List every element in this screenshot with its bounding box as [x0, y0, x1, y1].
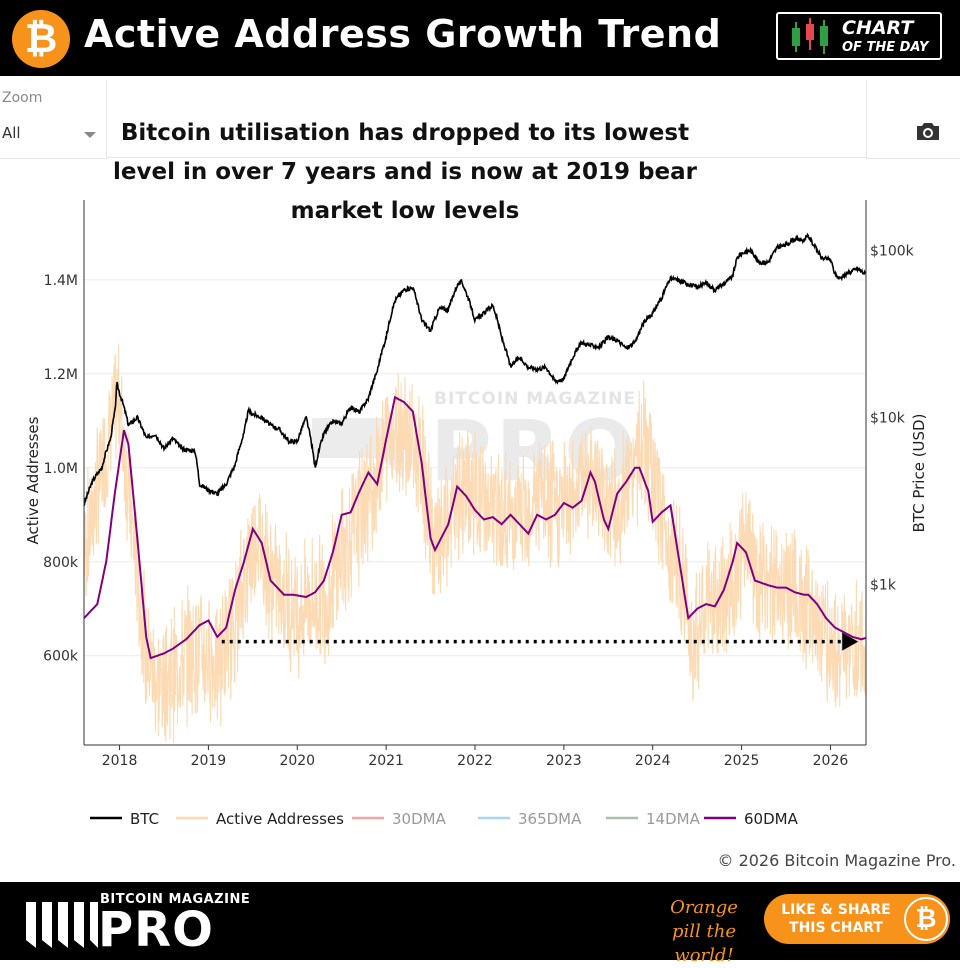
bitcoin-logo-icon: ₿: [12, 10, 70, 68]
chevron-down-icon: [84, 132, 96, 138]
y-tick-label: 1.0M: [44, 461, 78, 477]
screenshot-button[interactable]: [866, 80, 960, 159]
btc-line: [83, 232, 867, 507]
x-tick-label: 2025: [724, 753, 760, 769]
zoom-value: All: [2, 124, 21, 142]
cta-label: LIKE & SHARE THIS CHART: [781, 902, 891, 936]
footer-tagline: Orange pill the world!: [670, 897, 738, 966]
btc-series: [83, 232, 867, 507]
x-tick-label: 2022: [457, 753, 493, 769]
legend-item-label: 30DMA: [392, 810, 447, 828]
y2-tick-label: $10k: [870, 411, 906, 427]
toolbar-divider: [106, 157, 866, 158]
like-share-button[interactable]: LIKE & SHARE THIS CHART ₿: [764, 894, 950, 944]
x-tick-label: 2019: [191, 753, 227, 769]
y-tick-label: 600k: [43, 649, 79, 665]
reference-arrow-head: [842, 632, 859, 651]
x-tick-label: 2024: [635, 753, 671, 769]
x-tick-label: 2018: [102, 753, 138, 769]
legend-item-label: 60DMA: [744, 810, 799, 828]
legend-item-label: 365DMA: [518, 810, 582, 828]
dma60-line: [83, 395, 867, 660]
x-tick-label: 2021: [368, 753, 404, 769]
zoom-label: Zoom: [2, 90, 43, 106]
camera-icon: [917, 123, 939, 140]
y2-axis-title: BTC Price (USD): [910, 414, 928, 533]
legend-item-label: BTC: [130, 810, 159, 828]
copyright: © 2026 Bitcoin Magazine Pro.: [717, 851, 956, 870]
axes: 600k 800k 1.0M 1.2M 1.4M 2018 2019 2020 2021 2022…: [24, 200, 928, 769]
badge-line-1: CHART: [842, 17, 914, 39]
legend: BTC Active Addresses 30DMA 365DMA 14DMA 60DMA: [90, 810, 799, 828]
dma60-series: [83, 395, 867, 660]
zoom-select[interactable]: Zoom All: [0, 80, 107, 159]
y2-tick-label: $1k: [870, 578, 897, 594]
svg-text:BITCOIN MAGAZINE: BITCOIN MAGAZINE: [434, 389, 636, 409]
y-tick-label: 800k: [43, 555, 79, 571]
candlestick-icon: [792, 18, 828, 54]
chart-of-the-day-badge: CHART OF THE DAY: [776, 12, 942, 60]
y-axis-title: Active Addresses: [24, 416, 42, 544]
active-address-chart: BITCOIN MAGAZINE PRO 600k800k1.0M1.2M1.4…: [24, 200, 928, 828]
reference-line: [221, 632, 859, 651]
footer-brand-big: PRO: [98, 902, 214, 958]
y-tick-label: 1.4M: [44, 273, 78, 289]
x-tick-label: 2020: [279, 753, 315, 769]
x-tick-label: 2023: [546, 753, 582, 769]
header-bar: ₿ Active Address Growth Trend CHART OF T…: [0, 0, 960, 76]
y-tick-label: 1.2M: [44, 367, 78, 383]
bitcoin-icon: ₿: [904, 897, 948, 941]
legend-item-label: 14DMA: [646, 810, 701, 828]
x-tick-label: 2026: [813, 753, 849, 769]
legend-item-label: Active Addresses: [216, 810, 344, 828]
page-title: Active Address Growth Trend: [84, 12, 722, 56]
active-addresses-series: [83, 344, 867, 744]
active-addresses-line: [83, 344, 867, 744]
chart-annotation: Bitcoin utilisation has dropped to its l…: [113, 120, 697, 224]
footer-brand-small: BITCOIN MAGAZINE: [100, 892, 251, 907]
bmp-logo-icon: [26, 902, 98, 948]
footer-bar: BITCOIN MAGAZINE PRO Orange pill the wor…: [0, 882, 960, 966]
badge-line-2: OF THE DAY: [842, 40, 929, 55]
y2-tick-label: $100k: [870, 243, 915, 259]
